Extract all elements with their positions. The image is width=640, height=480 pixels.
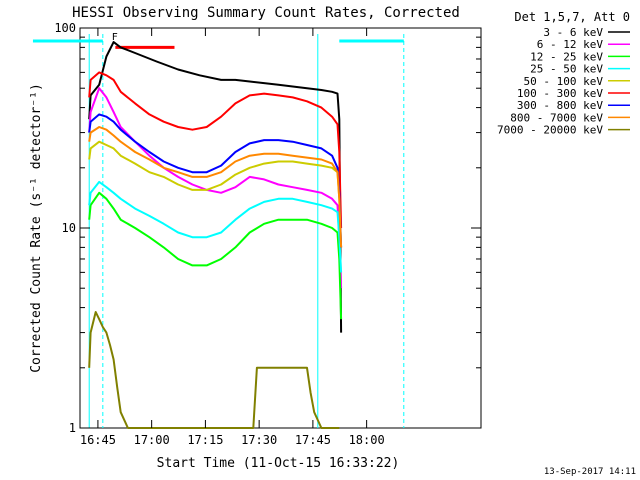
series-line-4 xyxy=(88,140,343,248)
legend-label-7: 800 - 7000 keV xyxy=(510,111,603,124)
legend-label-8: 7000 - 20000 keV xyxy=(497,124,603,137)
x-tick-label-4: 17:45 xyxy=(295,433,331,447)
x-tick-label-2: 17:15 xyxy=(187,433,223,447)
y-tick-label-1: 10 xyxy=(62,221,76,235)
legend-label-5: 100 - 300 keV xyxy=(517,87,603,100)
x-tick-label-5: 18:00 xyxy=(349,433,385,447)
legend-label-2: 12 - 25 keV xyxy=(530,50,603,63)
series-line-8 xyxy=(88,311,340,429)
flare-annotation-0: F xyxy=(112,32,118,43)
series-line-6 xyxy=(88,113,343,248)
chart-title: HESSI Observing Summary Count Rates, Cor… xyxy=(72,5,460,21)
footer-timestamp: 13-Sep-2017 14:11 xyxy=(544,467,636,477)
x-tick-label-0: 16:45 xyxy=(80,433,116,447)
legend-label-0: 3 - 6 keV xyxy=(543,26,603,39)
series-line-0 xyxy=(88,41,343,333)
y-axis-label: Corrected Count Rate (s⁻¹ detector⁻¹) xyxy=(29,83,44,373)
x-axis-label: Start Time (11-Oct-15 16:33:22) xyxy=(157,456,400,471)
series-line-5 xyxy=(88,71,343,229)
series-line-2 xyxy=(88,191,343,320)
legend-header: Det 1,5,7, Att 0 xyxy=(514,10,630,24)
orbit-overlay: F xyxy=(32,32,405,428)
series-line-7 xyxy=(88,126,343,248)
series-group xyxy=(88,41,343,429)
legend-label-3: 25 - 50 keV xyxy=(530,63,603,76)
x-tick-label-3: 17:30 xyxy=(241,433,277,447)
y-tick-label-2: 100 xyxy=(54,21,76,35)
legend-label-4: 50 - 100 keV xyxy=(524,75,604,88)
axes-group: 16:45 17:00 17:15 17:30 17:45 18:00 1 10 100 xyxy=(54,21,481,447)
y-tick-label-0: 1 xyxy=(69,421,76,435)
legend-label-1: 6 - 12 keV xyxy=(537,38,604,51)
legend-label-6: 300 - 800 keV xyxy=(517,99,603,112)
x-tick-label-1: 17:00 xyxy=(134,433,170,447)
series-line-1 xyxy=(88,87,343,289)
series-line-3 xyxy=(88,180,343,273)
